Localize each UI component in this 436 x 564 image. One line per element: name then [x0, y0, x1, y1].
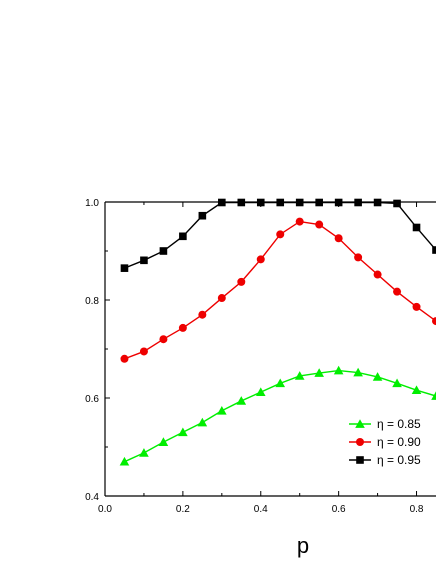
data-point	[120, 354, 129, 363]
legend-marker	[356, 438, 364, 446]
data-point	[178, 323, 187, 332]
data-point	[218, 198, 226, 207]
series-square	[120, 198, 436, 272]
axis-ticks: 0.0 0.2 0.4 0.6 0.8 0.4 0.6 0.8 1.0	[85, 198, 424, 515]
data-point	[256, 255, 265, 264]
data-point	[334, 198, 343, 207]
data-point	[333, 365, 344, 375]
data-point	[217, 405, 227, 415]
y-tick-label: 1.0	[85, 198, 99, 209]
data-point	[372, 372, 383, 381]
data-point	[255, 387, 266, 396]
data-point	[295, 198, 304, 207]
data-point	[140, 256, 148, 265]
data-point	[353, 367, 363, 377]
legend-marker	[355, 419, 365, 428]
legend-label: η = 0.90	[377, 435, 421, 449]
x-axis-label: p	[297, 533, 309, 558]
data-point	[431, 391, 436, 400]
series-layer	[119, 198, 436, 466]
data-point	[354, 253, 363, 262]
y-tick-label: 0.4	[85, 492, 99, 503]
data-point	[139, 448, 149, 457]
data-point	[315, 198, 323, 207]
data-point	[276, 198, 285, 207]
data-point	[236, 396, 247, 405]
x-tick-label: 0.0	[98, 504, 112, 515]
data-point	[275, 378, 286, 388]
legend-item: η = 0.95	[349, 453, 421, 467]
x-tick-label: 0.6	[332, 504, 346, 515]
series-line	[124, 220, 436, 360]
data-point	[159, 247, 168, 255]
data-point	[411, 385, 422, 394]
data-point	[198, 211, 207, 220]
y-tick-label: 0.8	[85, 296, 99, 307]
y-tick-label: 0.6	[85, 394, 99, 405]
data-point	[315, 220, 324, 229]
legend-item: η = 0.90	[349, 435, 421, 449]
series-circle	[120, 217, 436, 363]
data-point	[179, 232, 187, 241]
data-point	[197, 417, 208, 427]
legend: η = 0.85 η = 0.90 η = 0.95	[349, 417, 421, 467]
data-point	[198, 310, 207, 319]
data-point	[314, 368, 324, 377]
data-point	[412, 223, 421, 232]
data-point	[178, 427, 188, 437]
data-point	[276, 230, 285, 239]
data-point	[432, 246, 436, 254]
x-tick-label: 0.8	[410, 504, 424, 515]
data-point	[139, 347, 148, 356]
data-point	[354, 198, 362, 207]
data-point	[334, 234, 343, 243]
data-point	[159, 335, 168, 344]
data-point	[393, 199, 401, 208]
data-point	[373, 270, 382, 279]
data-point	[294, 371, 305, 380]
data-point	[217, 294, 226, 303]
legend-label: η = 0.95	[377, 453, 421, 467]
data-point	[256, 198, 265, 207]
data-point	[119, 456, 130, 466]
legend-item: η = 0.85	[349, 417, 421, 431]
x-tick-label: 0.2	[176, 504, 190, 515]
legend-marker	[356, 456, 364, 464]
data-point	[237, 198, 246, 207]
data-point	[158, 437, 169, 446]
data-point	[412, 302, 421, 311]
data-point	[120, 264, 129, 272]
data-point	[237, 277, 246, 286]
data-point	[393, 287, 402, 296]
data-point	[373, 198, 382, 207]
x-tick-label: 0.4	[254, 504, 268, 515]
data-point	[392, 378, 402, 388]
series-triangle	[119, 365, 436, 466]
data-point	[295, 217, 304, 226]
legend-label: η = 0.85	[377, 417, 421, 431]
data-point	[432, 317, 436, 326]
